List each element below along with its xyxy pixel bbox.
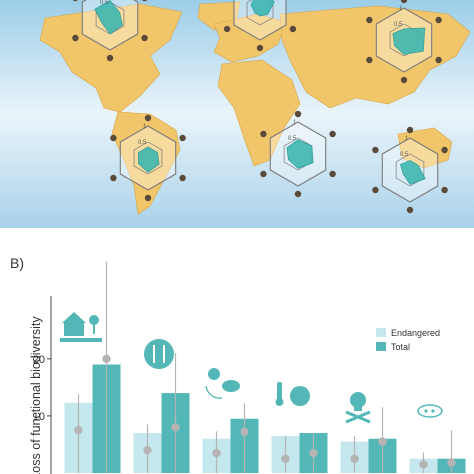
radar-chart: 10.5 bbox=[72, 0, 148, 62]
median-point bbox=[378, 437, 387, 446]
driver-icon bbox=[260, 130, 267, 138]
category-group bbox=[133, 353, 190, 473]
radar-value-polygon bbox=[286, 139, 314, 169]
region-radar-charts: 10.510.510.510.510.510.5 bbox=[72, 0, 448, 214]
median-point bbox=[240, 427, 249, 437]
category-group bbox=[64, 261, 121, 473]
driver-icon bbox=[256, 44, 264, 52]
median-point bbox=[419, 460, 428, 469]
driver-icon bbox=[294, 110, 302, 118]
radar-tick-label: 0.5 bbox=[100, 0, 109, 6]
driver-icon bbox=[329, 130, 336, 138]
radar-value-polygon bbox=[138, 146, 160, 173]
fork-knife-icon bbox=[144, 339, 174, 369]
median-point bbox=[74, 425, 83, 435]
category-group bbox=[340, 407, 397, 473]
radar-value-polygon bbox=[392, 27, 426, 55]
radar-chart: 10.5 bbox=[372, 126, 448, 214]
y-tick-label: 10 bbox=[33, 411, 45, 423]
radar-inner-hexagon bbox=[133, 141, 163, 175]
driver-icon bbox=[400, 76, 408, 84]
skull-crossbones-icon bbox=[345, 392, 371, 424]
driver-icon bbox=[400, 0, 408, 4]
category-group bbox=[202, 403, 259, 473]
legend-swatch bbox=[376, 342, 386, 351]
driver-icon bbox=[372, 186, 379, 194]
driver-icon bbox=[144, 114, 152, 122]
driver-icon bbox=[441, 146, 448, 154]
driver-icon bbox=[260, 170, 267, 178]
farm-icon bbox=[60, 312, 102, 342]
radar-chart: 10.5 bbox=[110, 114, 186, 202]
thermometer-globe-icon bbox=[275, 382, 310, 406]
australia-landmass bbox=[397, 127, 453, 169]
median-point bbox=[143, 445, 152, 455]
world-map-panel: 10.510.510.510.510.510.5 bbox=[0, 0, 474, 228]
panel-label: B) bbox=[10, 255, 24, 271]
radar-tick-label: 0.5 bbox=[138, 140, 147, 146]
radar-value-polygon bbox=[250, 0, 275, 17]
driver-icon bbox=[441, 186, 448, 194]
driver-icon bbox=[141, 34, 148, 42]
median-point bbox=[281, 454, 290, 463]
median-point bbox=[212, 448, 221, 458]
driver-icon bbox=[406, 206, 414, 214]
radar-value-polygon bbox=[94, 0, 123, 35]
y-tick-label: 20 bbox=[33, 354, 45, 366]
median-point bbox=[447, 458, 456, 467]
radar-tick-label: 0.5 bbox=[288, 136, 297, 142]
driver-icon bbox=[366, 16, 373, 24]
y-axis-title: Loss of functional biodiversity bbox=[29, 316, 43, 474]
driver-icon bbox=[372, 146, 379, 154]
legend-label: Endangered bbox=[391, 328, 440, 338]
bars bbox=[64, 261, 466, 473]
radar-tick-label: 1 bbox=[405, 136, 409, 142]
driver-icon bbox=[110, 174, 117, 182]
driver-icon bbox=[223, 25, 231, 33]
driver-icon bbox=[110, 134, 117, 142]
driver-icon bbox=[72, 34, 79, 42]
radar-inner-hexagon bbox=[395, 153, 425, 187]
category-icons bbox=[60, 312, 443, 424]
radar-tick-label: 1 bbox=[293, 120, 297, 126]
turtle-money-icon bbox=[205, 368, 240, 399]
category-group bbox=[409, 430, 466, 473]
driver-icon bbox=[289, 25, 297, 33]
median-point bbox=[309, 448, 318, 458]
radar-chart: 10.5 bbox=[366, 0, 442, 84]
driver-icon bbox=[294, 190, 302, 198]
bacteria-icon bbox=[417, 404, 443, 418]
category-group bbox=[271, 433, 328, 473]
driver-icon bbox=[179, 174, 186, 182]
legend: Endangered Total bbox=[376, 328, 440, 352]
driver-icon bbox=[179, 134, 186, 142]
radar-chart: 10.5 bbox=[223, 0, 297, 52]
median-point bbox=[102, 354, 111, 364]
driver-icon bbox=[406, 126, 414, 134]
legend-label: Total bbox=[391, 342, 410, 352]
radar-tick-label: 1 bbox=[399, 6, 403, 12]
radar-tick-label: 1 bbox=[143, 124, 147, 130]
y-axis-ticks: 10 20 bbox=[33, 354, 51, 423]
driver-icon bbox=[435, 16, 442, 24]
radar-chart: 10.5 bbox=[260, 110, 336, 198]
legend-swatch bbox=[376, 328, 386, 337]
driver-icon bbox=[142, 0, 148, 2]
europe-landmass bbox=[213, 13, 287, 63]
driver-icon bbox=[435, 56, 442, 64]
driver-icon bbox=[72, 0, 78, 2]
radar-tick-label: 0.5 bbox=[394, 22, 403, 28]
median-point bbox=[171, 423, 180, 432]
radar-value-polygon bbox=[399, 160, 426, 185]
bar-chart-panel: B) Loss of functional biodiversity 1020 … bbox=[10, 255, 466, 474]
radar-tick-label: 0.5 bbox=[400, 152, 409, 158]
driver-icon bbox=[106, 54, 114, 62]
driver-icon bbox=[144, 194, 152, 202]
driver-icon bbox=[366, 56, 373, 64]
driver-icon bbox=[329, 170, 336, 178]
median-point bbox=[350, 454, 359, 463]
